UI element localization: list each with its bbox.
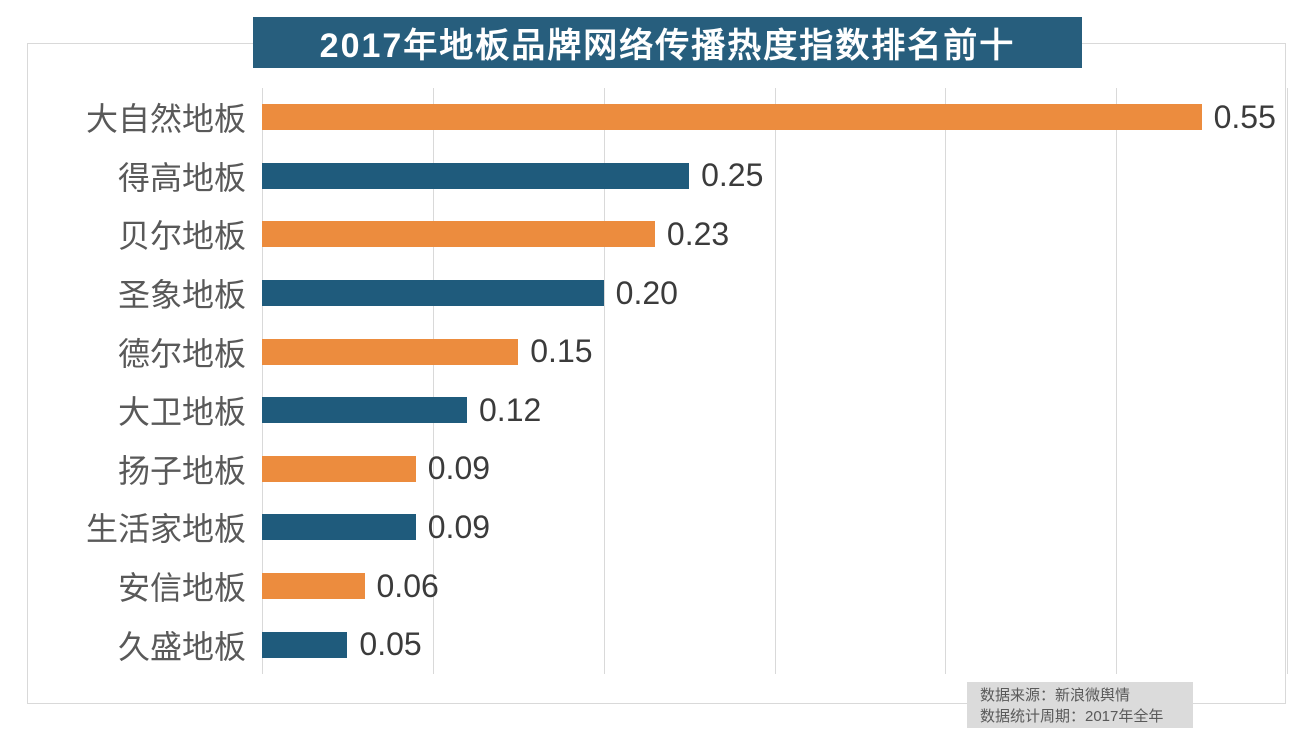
plot-area: 大自然地板 0.55 得高地板 0.25 贝尔地板 0.23 圣象地板 0.20 德尔地板 0.1… [86, 88, 1288, 674]
gridline [774, 88, 776, 674]
value-label: 0.05 [359, 626, 422, 663]
value-label: 0.23 [666, 215, 730, 252]
bar-row: 久盛地板 0.05 [118, 615, 1287, 674]
data-source-box: 数据来源：新浪微舆情 数据统计周期：2017年全年 [967, 682, 1193, 728]
gridlines [262, 88, 1288, 674]
category-label: 得高地板 [117, 159, 246, 196]
bar [262, 514, 416, 541]
value-label: 0.09 [427, 450, 491, 487]
value-label: 0.25 [701, 157, 764, 194]
value-label: 0.12 [479, 391, 542, 428]
value-label: 0.20 [615, 274, 678, 311]
gridline [262, 88, 263, 674]
chart-title: 2017年地板品牌网络传播热度指数排名前十 [319, 27, 1016, 65]
value-label: 0.15 [530, 333, 593, 370]
category-label: 贝尔地板 [117, 218, 246, 255]
bar-row: 得高地板 0.25 [118, 147, 1287, 206]
bar [262, 631, 348, 658]
value-label: 0.06 [376, 567, 439, 604]
bar [262, 455, 416, 482]
category-label: 扬子地板 [117, 452, 246, 489]
category-label: 生活家地板 [85, 511, 246, 548]
bar [262, 162, 690, 189]
bar-row: 生活家地板 0.09 [86, 498, 1287, 557]
gridline [1287, 88, 1288, 674]
value-label: 0.55 [1213, 98, 1276, 135]
bar [262, 397, 467, 424]
value-label: 0.09 [427, 508, 491, 545]
bar-row: 大卫地板 0.12 [118, 381, 1287, 440]
category-label: 德尔地板 [117, 335, 246, 372]
data-source-line: 数据来源：新浪微舆情 [980, 687, 1131, 704]
bar-rows: 大自然地板 0.55 得高地板 0.25 贝尔地板 0.23 圣象地板 0.20 德尔地板 0.1… [86, 88, 1287, 674]
gridline [1116, 88, 1118, 674]
data-period-line: 数据统计周期：2017年全年 [980, 708, 1164, 725]
bar [262, 221, 655, 248]
bar-row: 大自然地板 0.55 [86, 88, 1287, 147]
bar-row: 贝尔地板 0.23 [118, 205, 1287, 264]
bar [262, 338, 519, 365]
gridline [945, 88, 947, 674]
bar-row: 扬子地板 0.09 [118, 440, 1287, 499]
gridline [603, 88, 605, 674]
category-label: 大自然地板 [85, 101, 246, 138]
gridline [432, 88, 434, 674]
chart-title-banner: 2017年地板品牌网络传播热度指数排名前十 [253, 17, 1082, 68]
bar-row: 圣象地板 0.20 [118, 264, 1287, 323]
bar [262, 280, 604, 307]
category-label: 圣象地板 [117, 277, 246, 314]
bar [262, 573, 365, 600]
category-label: 安信地板 [117, 570, 246, 607]
category-label: 大卫地板 [117, 394, 246, 431]
category-label: 久盛地板 [117, 628, 246, 665]
bar-row: 德尔地板 0.15 [118, 322, 1287, 381]
bar [262, 104, 1202, 131]
bar-row: 安信地板 0.06 [118, 557, 1287, 616]
